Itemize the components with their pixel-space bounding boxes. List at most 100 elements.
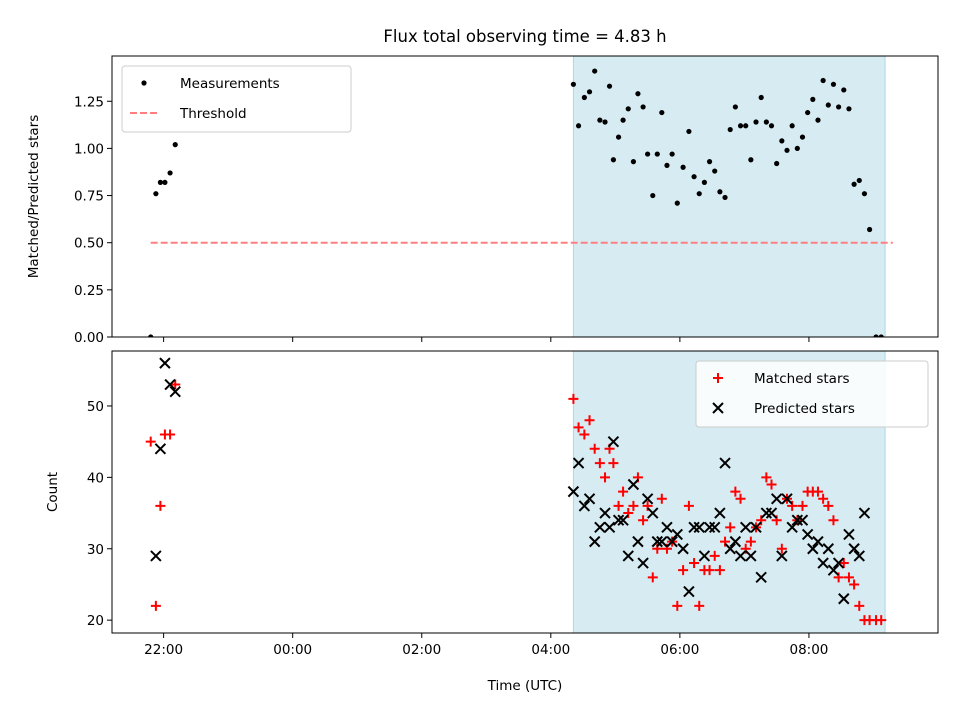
bottom-predicted-stars-point bbox=[599, 507, 611, 519]
bottom-legend-box bbox=[695, 360, 929, 428]
bottom-predicted-stars-point bbox=[755, 571, 767, 584]
top-measurements-point bbox=[820, 77, 826, 84]
bottom-predicted-stars-point bbox=[617, 514, 629, 526]
bottom-matched-stars-point bbox=[170, 379, 181, 390]
top-measurements-point bbox=[691, 174, 697, 180]
bottom-matched-stars-point bbox=[568, 393, 579, 404]
top-measurements-point bbox=[686, 128, 692, 135]
top-measurements-point bbox=[680, 164, 686, 170]
bottom-predicted-stars-point bbox=[583, 493, 596, 505]
bottom-matched-stars-point bbox=[761, 472, 772, 483]
top-measurements-point bbox=[873, 334, 879, 337]
bottom-predicted-stars-point bbox=[677, 543, 689, 555]
top-measurements-point bbox=[805, 109, 811, 116]
bottom-predicted-stars-point bbox=[739, 521, 752, 534]
bottom-predicted-stars-point bbox=[719, 457, 731, 469]
bottom-matched-stars-point bbox=[589, 443, 600, 454]
bottom-matched-stars-point bbox=[613, 500, 624, 511]
top-measurements-point bbox=[575, 123, 582, 129]
top-measurements-point bbox=[763, 119, 769, 125]
top-measurements-point bbox=[615, 134, 622, 140]
bottom-matched-stars-point bbox=[638, 515, 649, 526]
bottom-predicted-stars-point bbox=[760, 507, 773, 519]
top-measurements-point bbox=[841, 87, 847, 93]
top-measurements-point bbox=[758, 94, 764, 101]
bottom-predicted-stars-point bbox=[776, 550, 788, 562]
bottom-predicted-stars-point bbox=[622, 550, 634, 562]
bottom-predicted-stars-point bbox=[169, 385, 181, 398]
top-measurements-point bbox=[654, 151, 660, 157]
top-measurements-point bbox=[727, 126, 733, 133]
bottom-matched-stars-point bbox=[600, 472, 611, 483]
bottom-matched-stars-point bbox=[694, 600, 705, 611]
top-measurements-point bbox=[581, 94, 587, 101]
bottom-matched-stars-point bbox=[672, 600, 683, 611]
top-legend-measurements-label: Measurements bbox=[180, 76, 280, 92]
top-measurements-point bbox=[640, 104, 646, 110]
bottom-matched-stars-point bbox=[725, 522, 736, 533]
bottom-predicted-stars-point bbox=[647, 507, 659, 519]
top-measurements-point bbox=[148, 334, 154, 337]
bottom-matched-stars-point bbox=[838, 558, 849, 569]
bottom-legend-matched-stars-swatch bbox=[713, 373, 723, 383]
bottom-predicted-stars-point bbox=[709, 521, 721, 534]
top-measurements-point bbox=[696, 191, 702, 197]
top-measurements-point bbox=[815, 117, 821, 123]
bottom-matched-stars-point bbox=[854, 600, 865, 611]
bottom-predicted-stars-point bbox=[656, 535, 668, 548]
bottom-predicted-stars-point bbox=[796, 514, 809, 526]
bottom-y-tick-label: 40 bbox=[87, 470, 104, 486]
bottom-predicted-stars-point bbox=[688, 521, 700, 534]
bottom-matched-stars-point bbox=[594, 458, 605, 469]
top-y-tick-label: 0.75 bbox=[74, 189, 104, 205]
top-measurements-point bbox=[861, 191, 868, 197]
bottom-matched-stars-point bbox=[843, 572, 854, 583]
bottom-predicted-stars-point bbox=[154, 443, 167, 455]
top-measurements-point bbox=[836, 104, 842, 110]
bottom-y-tick-label: 30 bbox=[87, 542, 104, 558]
top-legend-measurements-swatch bbox=[141, 80, 147, 86]
bottom-predicted-stars-point bbox=[627, 478, 640, 491]
bottom-predicted-stars-point bbox=[578, 500, 591, 512]
top-measurements-point bbox=[706, 159, 713, 165]
bottom-matched-stars-point bbox=[678, 565, 689, 576]
bottom-predicted-stars-point bbox=[164, 378, 176, 391]
bottom-predicted-stars-point bbox=[745, 550, 757, 562]
bottom-matched-stars-point bbox=[579, 429, 590, 440]
bottom-predicted-stars-point bbox=[838, 593, 850, 605]
bottom-predicted-stars-point bbox=[698, 550, 711, 562]
bottom-matched-stars-point bbox=[730, 486, 741, 497]
top-measurements-point bbox=[768, 123, 775, 129]
bottom-predicted-stars-point bbox=[786, 521, 798, 534]
bottom-axes-frame bbox=[111, 350, 939, 634]
bottom-predicted-stars-point bbox=[853, 550, 865, 562]
bottom-predicted-stars-point bbox=[150, 550, 162, 562]
top-measurements-point bbox=[674, 200, 680, 206]
top-legend: Measurements Threshold bbox=[121, 65, 352, 133]
bottom-predicted-stars-point bbox=[724, 543, 736, 555]
bottom-matched-stars-point bbox=[628, 500, 639, 511]
top-measurements-point bbox=[625, 106, 631, 112]
bottom-matched-stars-point bbox=[608, 458, 619, 469]
bottom-x-tick-label: 06:00 bbox=[660, 642, 699, 658]
x-axis-label: Time (UTC) bbox=[487, 678, 563, 694]
bottom-matched-stars-point bbox=[818, 493, 829, 504]
bottom-matched-stars-point bbox=[704, 565, 715, 576]
bottom-predicted-stars-point bbox=[661, 521, 673, 534]
top-measurements-point bbox=[830, 81, 837, 87]
top-y-tick-label: 1.25 bbox=[74, 94, 104, 110]
top-measurements-point bbox=[743, 123, 749, 129]
top-measurements-point bbox=[701, 179, 707, 185]
bottom-predicted-stars-point bbox=[801, 528, 814, 541]
top-measurements-point bbox=[774, 160, 780, 167]
top-y-axis-label: Matched/Predicted stars bbox=[26, 115, 42, 278]
top-measurements-point bbox=[157, 179, 163, 185]
bottom-predicted-stars-point bbox=[832, 557, 845, 569]
top-measurements-point bbox=[851, 181, 857, 187]
bottom-legend-matched-stars-label: Matched stars bbox=[754, 371, 850, 387]
bottom-predicted-stars-point bbox=[714, 507, 726, 519]
bottom-predicted-stars-point bbox=[734, 550, 747, 562]
bottom-predicted-stars-point bbox=[637, 557, 649, 569]
bottom-predicted-stars-point bbox=[807, 543, 819, 555]
